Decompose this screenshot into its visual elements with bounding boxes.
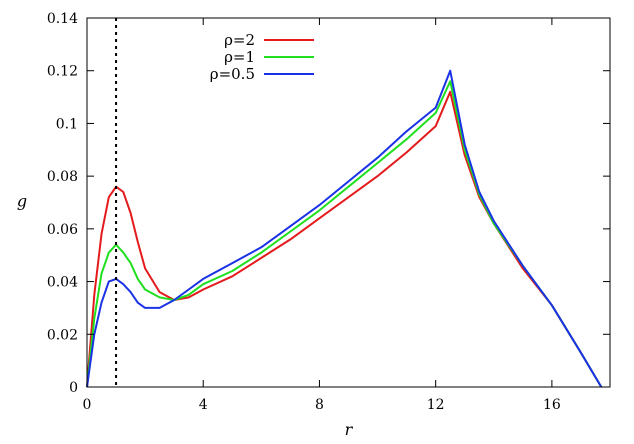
plot-frame: [86, 17, 611, 388]
x-tick-label: 8: [315, 397, 324, 413]
x-tick-label: 12: [427, 397, 445, 413]
y-tick-label: 0.06: [47, 222, 78, 238]
y-tick-label: 0.08: [47, 169, 78, 185]
y-tick-label: 0.14: [47, 11, 78, 27]
ticks-layer: 0 4 8 12 16 0 0.02 0.04 0.06 0.08 0.1 0.12 0.14: [47, 11, 610, 413]
x-tick-label: 4: [199, 397, 208, 413]
x-tick-label: 0: [83, 397, 92, 413]
y-tick-label: 0.1: [56, 116, 78, 132]
series-line-2: [86, 80, 603, 388]
y-axis-label: g: [17, 192, 27, 211]
y-tick-label: 0: [69, 380, 78, 396]
y-tick-label: 0.12: [47, 64, 78, 80]
series-layer: [86, 69, 603, 388]
legend-label: ρ=0.5: [210, 65, 255, 83]
x-axis-label: r: [345, 420, 354, 439]
legend-label: ρ=2: [224, 31, 255, 49]
series-line-3: [86, 69, 603, 388]
y-tick-label: 0.04: [47, 275, 78, 291]
x-tick-label: 16: [543, 397, 561, 413]
legend: ρ=2ρ=1ρ=0.5: [210, 31, 314, 83]
legend-label: ρ=1: [224, 48, 255, 66]
series-line-1: [86, 90, 603, 388]
y-tick-label: 0.02: [47, 327, 78, 343]
